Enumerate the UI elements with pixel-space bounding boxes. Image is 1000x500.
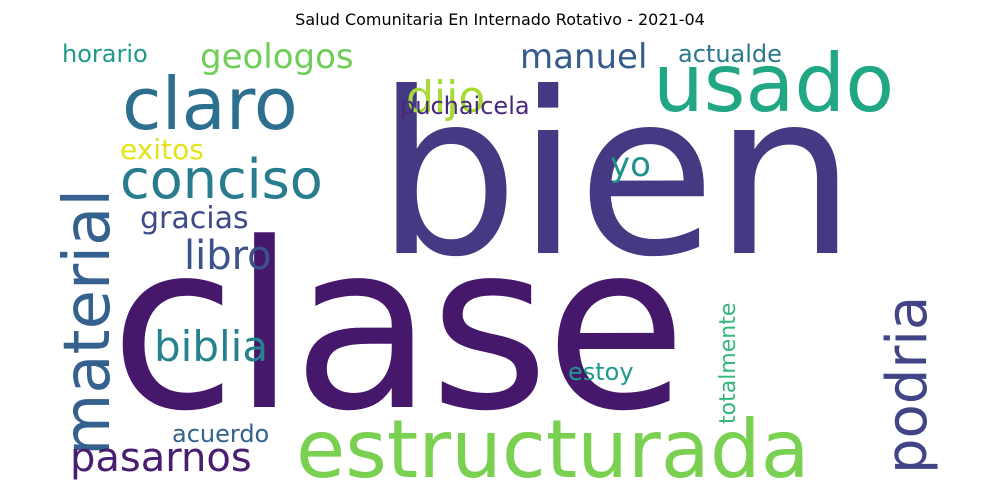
word-yo: yo (610, 145, 651, 185)
word-material: material (51, 188, 125, 456)
word-puchaicela: puchaicela (400, 92, 530, 120)
word-libro: libro (184, 233, 272, 279)
word-podria: podria (875, 295, 940, 474)
word-estructurada: estructurada (296, 403, 810, 485)
word-geologos: geologos (200, 37, 354, 77)
word-exitos: exitos (120, 133, 204, 166)
word-pasarnos: pasarnos (70, 435, 252, 481)
word-dijo: dijo (406, 72, 486, 123)
word-actualde: actualde (678, 40, 782, 68)
word-usado: usado (653, 37, 895, 130)
word-bien: bien (376, 45, 856, 307)
word-acuerdo: acuerdo (172, 420, 270, 448)
word-claro: claro (122, 62, 298, 146)
word-estoy: estoy (568, 358, 634, 386)
word-cloud: bien clase estructurada material usado c… (48, 34, 952, 484)
word-manuel: manuel (520, 37, 648, 77)
word-horario: horario (62, 40, 148, 68)
word-conciso: conciso (120, 148, 323, 211)
word-gracias: gracias (140, 201, 249, 236)
word-clase: clase (110, 195, 687, 462)
word-biblia: biblia (154, 322, 269, 371)
chart-title: Salud Comunitaria En Internado Rotativo … (295, 10, 705, 29)
word-totalmente: totalmente (716, 302, 741, 424)
